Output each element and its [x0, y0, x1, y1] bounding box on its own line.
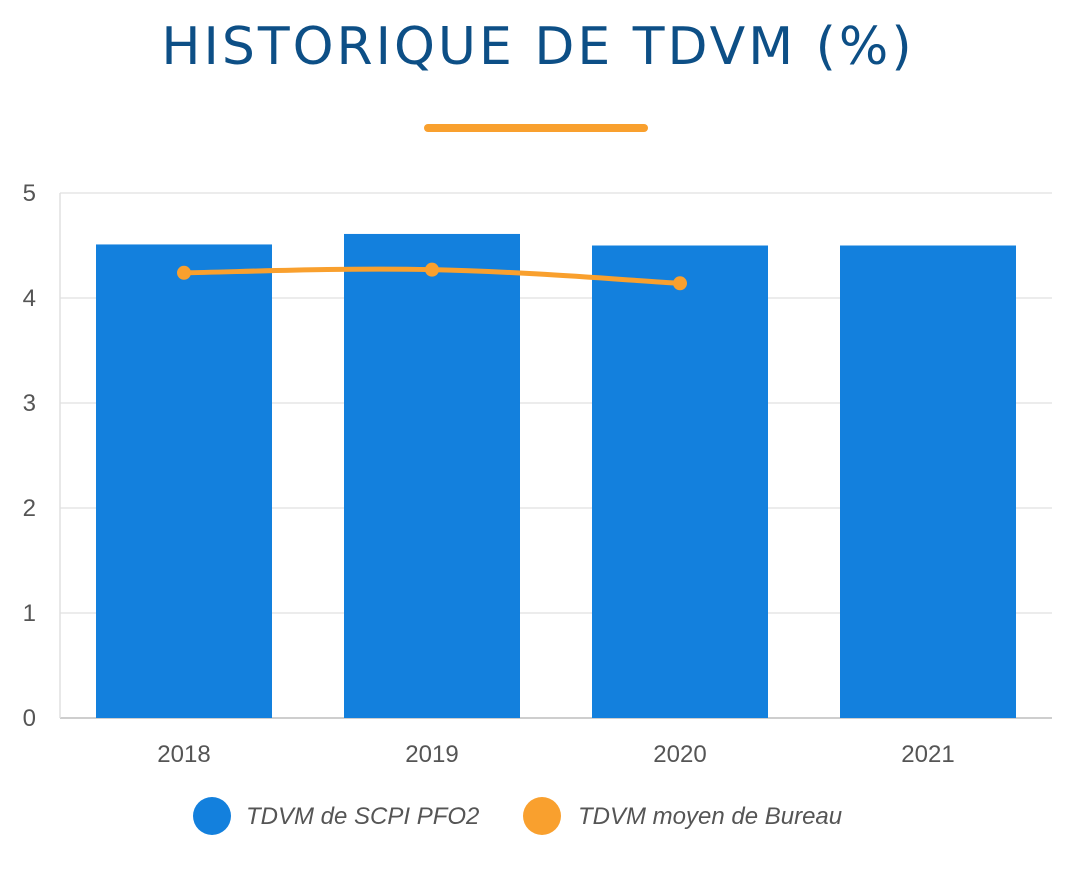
y-tick-label: 0	[23, 705, 36, 732]
bar[interactable]	[840, 245, 1016, 719]
bar[interactable]	[592, 245, 768, 719]
line-point[interactable]	[425, 262, 439, 277]
legend-label[interactable]: TDVM de SCPI PFO2	[246, 803, 479, 830]
y-axis: 0 1 2 3 4 5	[23, 180, 36, 732]
bar-series	[96, 233, 1016, 719]
x-tick-label: 2018	[157, 741, 210, 768]
y-tick-label: 1	[23, 600, 36, 627]
line-point[interactable]	[673, 276, 687, 291]
legend-marker[interactable]	[193, 797, 231, 835]
y-tick-label: 4	[23, 285, 36, 312]
x-tick-label: 2019	[405, 741, 458, 768]
x-axis: 2018 2019 2020 2021	[157, 741, 954, 768]
y-tick-label: 5	[23, 180, 36, 207]
x-tick-label: 2020	[653, 741, 706, 768]
y-tick-label: 3	[23, 390, 36, 417]
title-underline	[424, 124, 648, 132]
legend-marker[interactable]	[523, 797, 561, 835]
chart-title: HISTORIQUE DE TDVM (%)	[161, 17, 915, 77]
x-tick-label: 2021	[901, 741, 954, 768]
legend-label[interactable]: TDVM moyen de Bureau	[578, 803, 842, 830]
bar[interactable]	[96, 244, 272, 718]
y-tick-label: 2	[23, 495, 36, 522]
line-series	[177, 262, 687, 291]
legend[interactable]: TDVM de SCPI PFO2 TDVM moyen de Bureau	[193, 797, 842, 835]
line-point[interactable]	[177, 265, 191, 280]
bar[interactable]	[344, 233, 520, 718]
